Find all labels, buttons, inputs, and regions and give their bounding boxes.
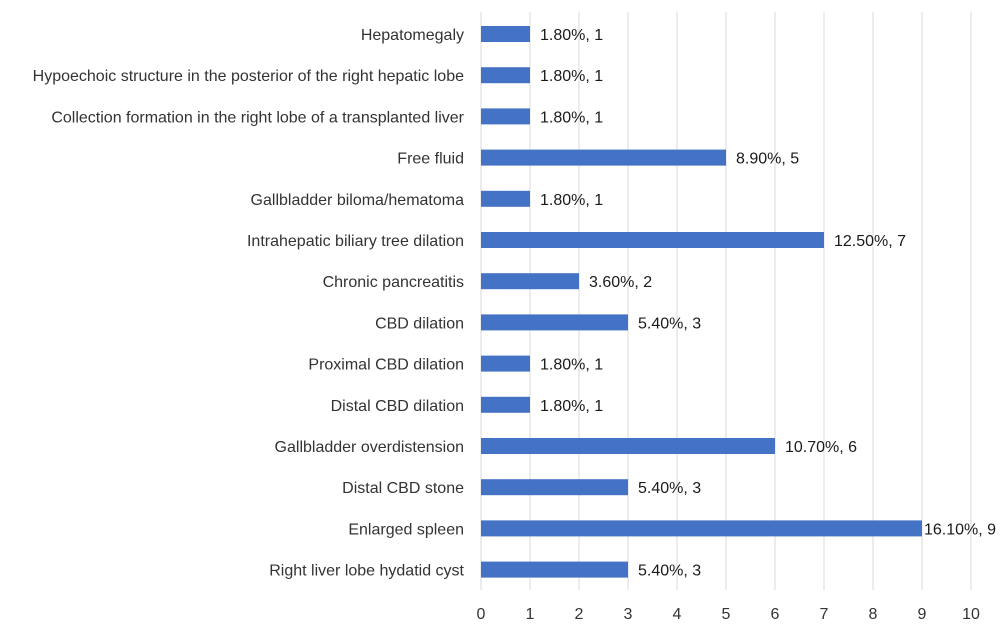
data-label: 1.80%, 1: [540, 27, 603, 44]
x-tick-label: 9: [918, 606, 927, 623]
data-label: 1.80%, 1: [540, 398, 603, 415]
x-tick-label: 2: [575, 606, 584, 623]
bar: [481, 396, 530, 413]
category-label: Hepatomegaly: [361, 27, 464, 44]
data-label: 5.40%, 3: [638, 563, 701, 580]
data-label: 16.10%, 9: [924, 521, 996, 538]
category-label: Gallbladder overdistension: [275, 439, 464, 456]
x-tick-label: 5: [722, 606, 731, 623]
bar: [481, 149, 726, 166]
bar: [481, 561, 628, 578]
x-tick-label: 6: [771, 606, 780, 623]
bars: [481, 26, 922, 578]
x-tick-label: 1: [526, 606, 535, 623]
x-tick-label: 3: [624, 606, 633, 623]
data-label: 5.40%, 3: [638, 480, 701, 497]
category-labels: Hepatomegaly Hypoechoic structure in the …: [33, 27, 465, 580]
data-label: 1.80%, 1: [540, 68, 603, 85]
category-label: Intrahepatic biliary tree dilation: [247, 233, 464, 250]
gridlines: [480, 12, 972, 590]
bar: [481, 232, 824, 248]
bar: [481, 355, 530, 372]
data-label: 5.40%, 3: [638, 315, 701, 332]
data-label: 10.70%, 6: [785, 439, 857, 456]
data-labels: 1.80%, 1 1.80%, 1 1.80%, 1 8.90%, 5 1.80%, 1…: [540, 27, 996, 580]
category-label: Enlarged spleen: [348, 521, 464, 538]
category-label: Right liver lobe hydatid cyst: [269, 563, 464, 580]
category-label: Free fluid: [397, 151, 464, 168]
category-label: Proximal CBD dilation: [308, 357, 464, 374]
bar: [481, 314, 628, 331]
category-label: Distal CBD dilation: [331, 398, 464, 415]
data-label: 1.80%, 1: [540, 109, 603, 126]
bar: [481, 479, 628, 496]
bar: [481, 190, 530, 207]
x-tick-label: 7: [820, 606, 829, 623]
category-label: Hypoechoic structure in the posterior of…: [33, 68, 464, 85]
bar: [481, 273, 579, 290]
x-tick-labels: 0 1 2 3 4 5 6 7 8 9 10: [477, 606, 980, 623]
data-label: 1.80%, 1: [540, 357, 603, 374]
bar: [481, 67, 530, 84]
data-label: 12.50%, 7: [834, 233, 906, 250]
category-label: Collection formation in the right lobe o…: [51, 109, 464, 126]
category-label: Distal CBD stone: [342, 480, 464, 497]
category-label: Gallbladder biloma/hematoma: [251, 192, 465, 209]
x-tick-label: 8: [869, 606, 878, 623]
x-tick-label: 4: [673, 606, 682, 623]
data-label: 3.60%, 2: [589, 274, 652, 291]
x-tick-label: 0: [477, 606, 486, 623]
bar: [481, 108, 530, 125]
data-label: 8.90%, 5: [736, 151, 799, 168]
data-label: 1.80%, 1: [540, 192, 603, 209]
bar: [481, 520, 922, 537]
category-label: Chronic pancreatitis: [323, 274, 464, 291]
bar: [481, 26, 530, 42]
bar: [481, 438, 775, 454]
category-label: CBD dilation: [375, 315, 464, 332]
x-tick-label: 10: [962, 606, 980, 623]
